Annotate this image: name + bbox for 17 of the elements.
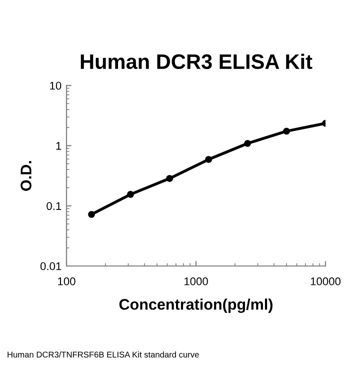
point bbox=[166, 174, 174, 182]
chart-title: Human DCR3 ELISA Kit bbox=[80, 54, 312, 70]
point bbox=[88, 210, 95, 218]
y-tick-label: 0.1 bbox=[46, 202, 62, 210]
y-tick-label: 10 bbox=[50, 82, 62, 90]
x-tick-label: 10000 bbox=[310, 277, 341, 286]
point bbox=[205, 156, 212, 163]
x-axis-title: Concentration(pg/ml) bbox=[119, 298, 272, 313]
x-tick-label: 100 bbox=[58, 277, 76, 286]
y-tick-label: 1 bbox=[56, 142, 62, 150]
point bbox=[244, 140, 252, 147]
text: Human DCR3/TNFRSF6B ELISA Kit standard curve bbox=[8, 351, 199, 358]
y-axis-title: O.D. bbox=[20, 161, 32, 191]
x-tick-label: 1000 bbox=[184, 277, 208, 286]
y-tick-label: 0.01 bbox=[40, 262, 62, 270]
point bbox=[127, 190, 134, 198]
point bbox=[283, 128, 290, 135]
